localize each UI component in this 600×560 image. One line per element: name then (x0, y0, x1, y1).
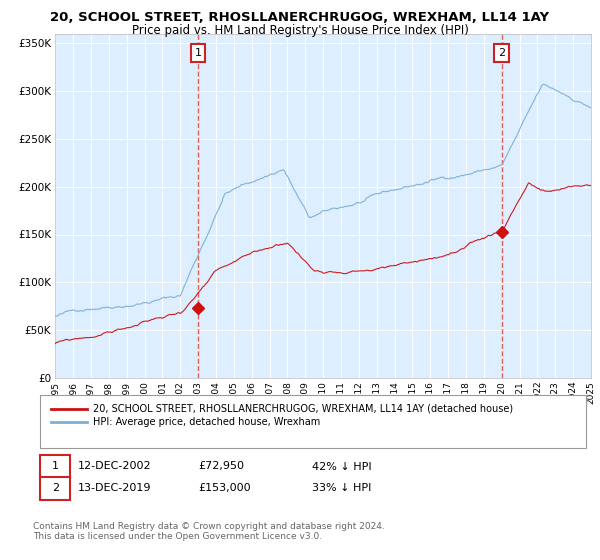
Text: 12-DEC-2002: 12-DEC-2002 (78, 461, 152, 472)
Text: 42% ↓ HPI: 42% ↓ HPI (312, 461, 371, 472)
Text: 33% ↓ HPI: 33% ↓ HPI (312, 483, 371, 493)
Text: £153,000: £153,000 (198, 483, 251, 493)
Text: 20, SCHOOL STREET, RHOSLLANERCHRUGOG, WREXHAM, LL14 1AY: 20, SCHOOL STREET, RHOSLLANERCHRUGOG, WR… (50, 11, 550, 24)
Text: Price paid vs. HM Land Registry's House Price Index (HPI): Price paid vs. HM Land Registry's House … (131, 24, 469, 37)
Text: 1: 1 (52, 461, 59, 472)
Text: HPI: Average price, detached house, Wrexham: HPI: Average price, detached house, Wrex… (93, 417, 320, 427)
Text: 1: 1 (194, 48, 202, 58)
Text: £72,950: £72,950 (198, 461, 244, 472)
Text: 2: 2 (52, 483, 59, 493)
Text: 2: 2 (498, 48, 505, 58)
Text: 13-DEC-2019: 13-DEC-2019 (78, 483, 151, 493)
Text: Contains HM Land Registry data © Crown copyright and database right 2024.
This d: Contains HM Land Registry data © Crown c… (33, 522, 385, 542)
Text: 20, SCHOOL STREET, RHOSLLANERCHRUGOG, WREXHAM, LL14 1AY (detached house): 20, SCHOOL STREET, RHOSLLANERCHRUGOG, WR… (93, 404, 513, 414)
